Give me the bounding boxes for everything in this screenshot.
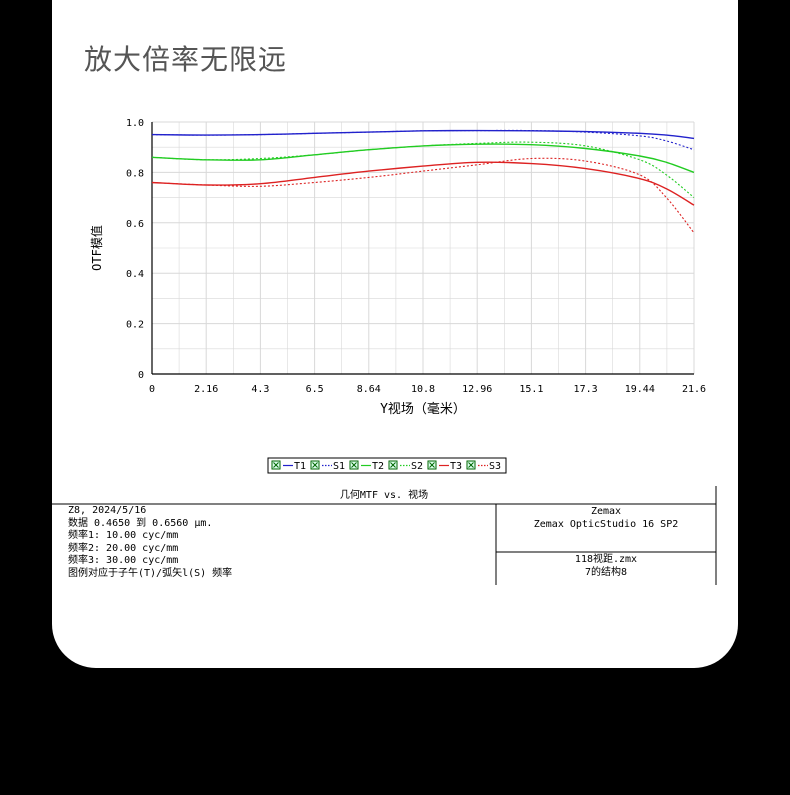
info-left: Z8, 2024/5/16 数据 0.4650 到 0.6560 μm. 频率1… <box>68 505 232 580</box>
chart-ticks: 0 2.16 4.3 6.5 8.64 10.8 12.96 15.1 17.3 19.44 21.… <box>126 118 706 395</box>
info-box <box>52 486 717 585</box>
x-tick-label: 6.5 <box>306 384 324 395</box>
info-right-bottom: 118视距.zmx 7的结构8 <box>496 554 716 579</box>
x-tick-label: 21.6 <box>682 384 706 395</box>
x-axis-label: Y视场（毫米） <box>380 401 466 417</box>
series-line-s2 <box>151 141 695 199</box>
y-tick-label: 0.2 <box>126 320 144 331</box>
legend-box <box>267 457 507 474</box>
info-line: 频率3: 30.00 cyc/mm <box>68 555 179 566</box>
content-card: 放大倍率无限远 0 2.16 4.3 6.5 8.64 10.8 12.96 15.1 17.3… <box>52 0 738 668</box>
legend-label-t3: T3 <box>450 461 462 472</box>
series-line-t2 <box>151 143 695 174</box>
software-name: Zemax <box>590 506 622 517</box>
x-tick-label: 15.1 <box>519 384 543 395</box>
info-line: 数据 0.4650 到 0.6560 μm. <box>68 517 213 529</box>
chart-legend: T1 S1 T2 S2 T3 S3 <box>267 457 507 474</box>
info-line: 图例对应于子午(T)/弧矢l(S) 频率 <box>68 567 233 579</box>
file-name: 118视距.zmx <box>574 554 638 565</box>
x-tick-label: 8.64 <box>357 384 381 395</box>
legend-label-t2: T2 <box>372 461 384 472</box>
x-tick-label: 10.8 <box>411 384 435 395</box>
config-name: 7的结构8 <box>584 566 628 578</box>
series-line-t3 <box>151 161 695 206</box>
x-tick-label: 19.44 <box>625 384 655 395</box>
y-tick-label: 0.8 <box>126 168 144 179</box>
info-line: 频率2: 20.00 cyc/mm <box>68 542 179 554</box>
x-tick-label: 4.3 <box>251 384 269 395</box>
legend-label-t1: T1 <box>294 461 306 472</box>
info-line: Z8, 2024/5/16 <box>68 505 147 516</box>
legend-check-mark <box>273 462 279 468</box>
y-tick-label: 1.0 <box>126 118 144 129</box>
x-tick-label: 12.96 <box>462 384 492 395</box>
legend-check-mark <box>429 462 435 468</box>
series-line-t1 <box>151 129 695 140</box>
y-tick-label: 0.6 <box>126 219 144 230</box>
legend-check-mark <box>390 462 396 468</box>
legend-check-mark <box>351 462 357 468</box>
info-right-top: Zemax Zemax OpticStudio 16 SP2 <box>496 506 716 531</box>
software-version: Zemax OpticStudio 16 SP2 <box>533 518 679 530</box>
info-header: 几何MTF vs. 视场 <box>339 490 429 501</box>
x-tick-label: 17.3 <box>574 384 598 395</box>
mtf-chart: 0 2.16 4.3 6.5 8.64 10.8 12.96 15.1 17.3 19.44 21.… <box>52 118 717 585</box>
legend-label-s3: S3 <box>489 461 501 472</box>
y-tick-label: 0 <box>138 370 144 381</box>
y-tick-label: 0.4 <box>126 269 144 280</box>
chart-series <box>151 129 695 234</box>
page-title: 放大倍率无限远 <box>84 43 288 76</box>
x-tick-label: 2.16 <box>194 384 218 395</box>
info-line: 频率1: 10.00 cyc/mm <box>68 530 179 541</box>
x-tick-label: 0 <box>149 384 155 395</box>
legend-label-s2: S2 <box>411 461 423 472</box>
legend-check-mark <box>468 462 474 468</box>
legend-label-s1: S1 <box>333 461 345 472</box>
legend-check-mark <box>312 462 318 468</box>
y-axis-label: OTF模值 <box>89 225 104 271</box>
chart-axes <box>151 122 694 375</box>
